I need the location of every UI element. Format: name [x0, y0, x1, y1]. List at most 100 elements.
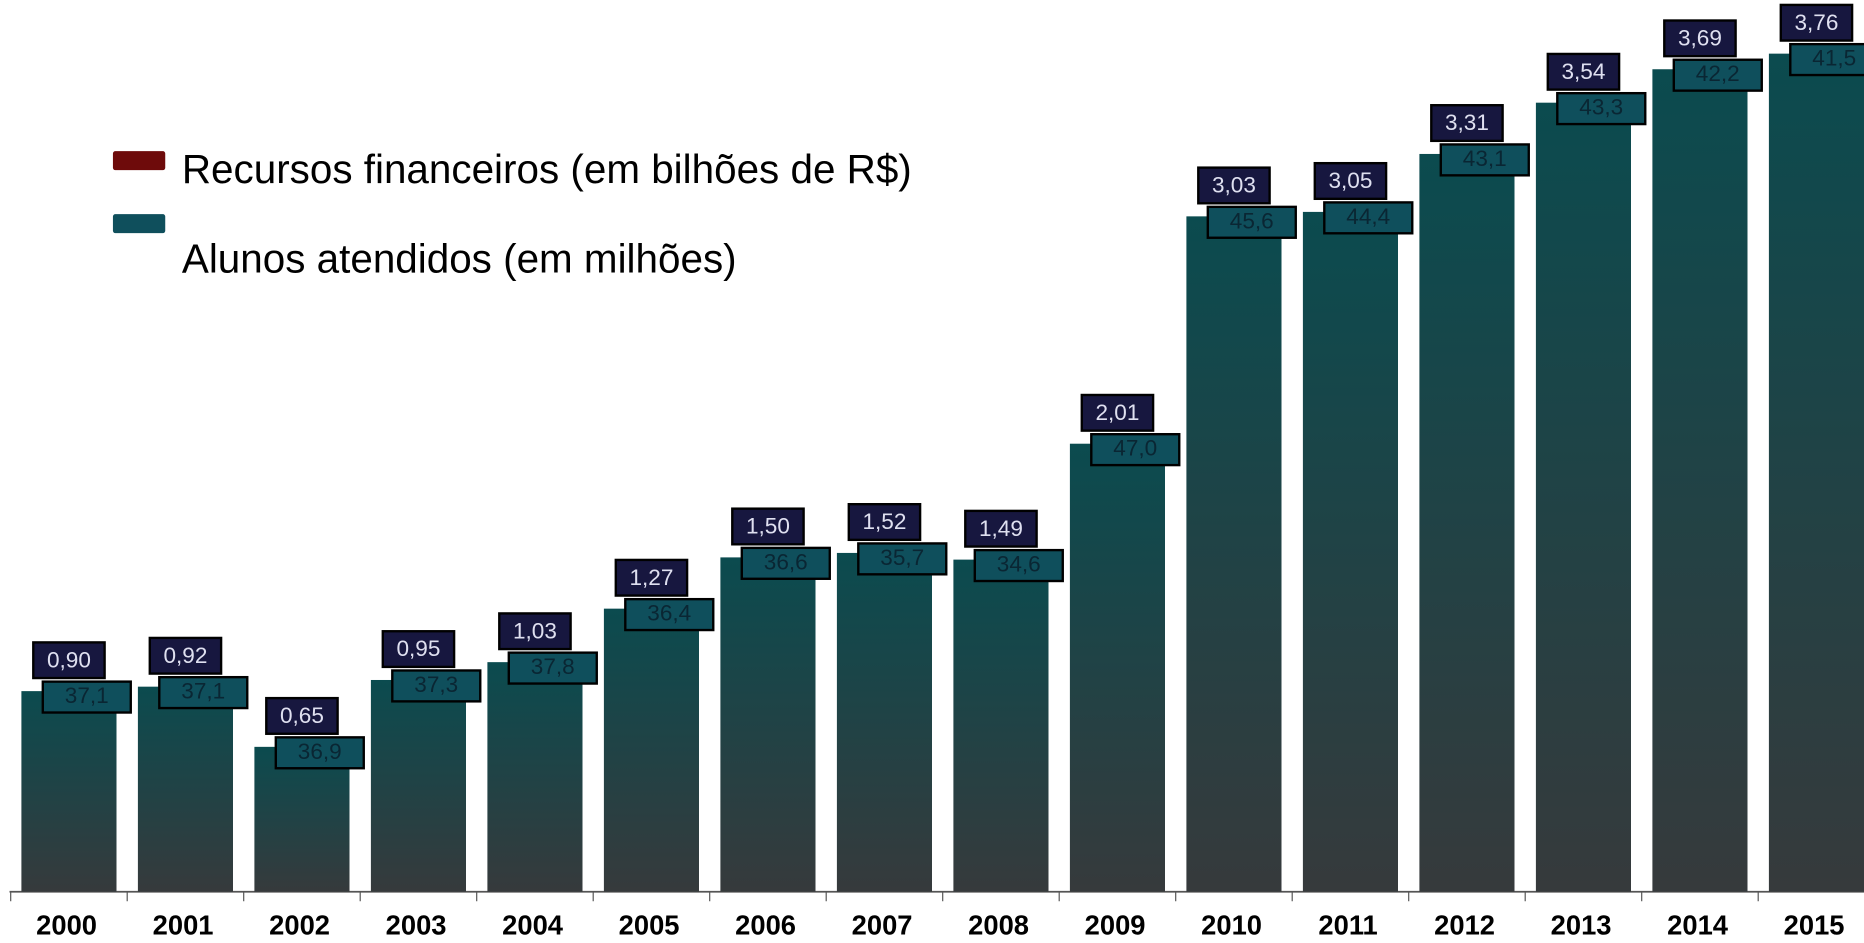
students-label-box: [507, 651, 598, 685]
students-label-box: [857, 542, 948, 576]
students-label-box: [1672, 58, 1763, 92]
legend-label: Recursos financeiros (em bilhões de R$): [182, 146, 912, 192]
students-label: 43,3: [1579, 95, 1623, 120]
value-label-box: [1080, 393, 1155, 432]
students-label-box: [274, 736, 365, 770]
students-label-box: [1323, 201, 1414, 235]
value-label: 1,27: [629, 565, 673, 590]
bar: [21, 691, 117, 892]
bar: [137, 686, 233, 892]
value-label-box: [498, 612, 572, 651]
value-label: 3,54: [1561, 59, 1605, 84]
x-tick-label: 2007: [852, 910, 913, 941]
x-tick-label: 2004: [502, 910, 564, 941]
students-label: 45,6: [1230, 208, 1274, 233]
x-tick-label: 2003: [386, 910, 447, 941]
bar: [1186, 216, 1282, 892]
x-tick-label: 2000: [36, 910, 97, 941]
value-label: 0,92: [163, 643, 207, 668]
value-label: 3,69: [1678, 25, 1722, 50]
bar: [720, 557, 816, 892]
x-tick-label: 2005: [619, 910, 680, 941]
students-label: 36,9: [298, 739, 342, 764]
students-label: 43,1: [1463, 146, 1507, 171]
legend-swatch: [112, 214, 166, 234]
x-tick-label: 2011: [1318, 910, 1377, 941]
students-label: 37,8: [531, 654, 575, 679]
students-label: 47,0: [1113, 436, 1157, 461]
students-label-box: [1206, 205, 1297, 239]
x-tick-label: 2008: [968, 910, 1029, 941]
students-label: 41,5: [1812, 46, 1856, 71]
students-label: 34,6: [997, 552, 1041, 577]
value-label: 1,03: [513, 618, 557, 643]
bar: [953, 559, 1049, 892]
value-label-box: [148, 636, 223, 675]
students-label-box: [391, 669, 482, 703]
bar: [1535, 102, 1631, 892]
value-label-box: [265, 696, 339, 735]
x-tick-label: 2010: [1201, 910, 1262, 941]
value-label: 1,49: [979, 516, 1023, 541]
students-label-box: [624, 597, 715, 632]
students-label: 37,1: [181, 679, 225, 704]
value-label: 0,90: [47, 647, 91, 672]
students-label: 37,3: [414, 672, 458, 697]
bar: [370, 679, 466, 892]
value-label: 2,01: [1095, 400, 1139, 425]
x-tick-label: 2014: [1667, 910, 1729, 941]
students-label-box: [1789, 42, 1864, 77]
students-label-box: [158, 675, 249, 710]
value-label-box: [1313, 161, 1388, 201]
students-label-box: [1439, 143, 1530, 177]
value-label: 3,31: [1445, 110, 1489, 135]
value-label: 1,52: [862, 509, 906, 534]
legend-label: Alunos atendidos (em milhões): [182, 235, 737, 281]
students-label-box: [1556, 91, 1647, 126]
students-label-box: [1090, 433, 1181, 467]
students-label: 36,6: [764, 549, 808, 574]
x-tick-label: 2013: [1551, 910, 1612, 941]
value-label-box: [1430, 104, 1504, 143]
value-label: 0,95: [396, 636, 440, 661]
students-label: 44,4: [1346, 204, 1390, 229]
x-tick-label: 2009: [1085, 910, 1146, 941]
bar: [1302, 211, 1398, 892]
x-tick-label: 2012: [1434, 910, 1495, 941]
value-label-box: [1546, 52, 1621, 91]
bar: [1069, 443, 1165, 892]
value-label-box: [614, 558, 689, 597]
value-label: 3,03: [1212, 173, 1256, 198]
bar: [603, 608, 699, 892]
bar: [1652, 69, 1748, 892]
x-tick-label: 2006: [735, 910, 796, 941]
value-label-box: [1197, 166, 1271, 205]
value-label: 3,76: [1794, 10, 1838, 35]
students-label: 35,7: [880, 545, 924, 570]
students-label: 42,2: [1696, 61, 1740, 86]
value-label-box: [32, 641, 106, 680]
students-label: 37,1: [65, 683, 109, 708]
bar: [254, 746, 350, 892]
bar: [1419, 153, 1515, 892]
x-tick-label: 2002: [269, 910, 330, 941]
value-label: 3,05: [1328, 168, 1372, 193]
value-label-box: [847, 503, 922, 542]
value-label: 0,65: [280, 703, 324, 728]
value-label: 1,50: [746, 514, 790, 539]
legend-swatch: [112, 151, 166, 171]
students-label-box: [41, 680, 132, 714]
value-label-box: [1779, 3, 1854, 42]
x-tick-label: 2015: [1784, 910, 1845, 941]
value-label-box: [731, 507, 805, 546]
students-label-box: [973, 548, 1064, 583]
value-label-box: [964, 509, 1038, 548]
value-label-box: [381, 630, 456, 669]
value-label-box: [1663, 19, 1737, 58]
bar: [487, 662, 583, 892]
students-label-box: [740, 546, 831, 580]
students-label: 36,4: [647, 601, 691, 626]
x-tick-label: 2001: [153, 910, 214, 941]
